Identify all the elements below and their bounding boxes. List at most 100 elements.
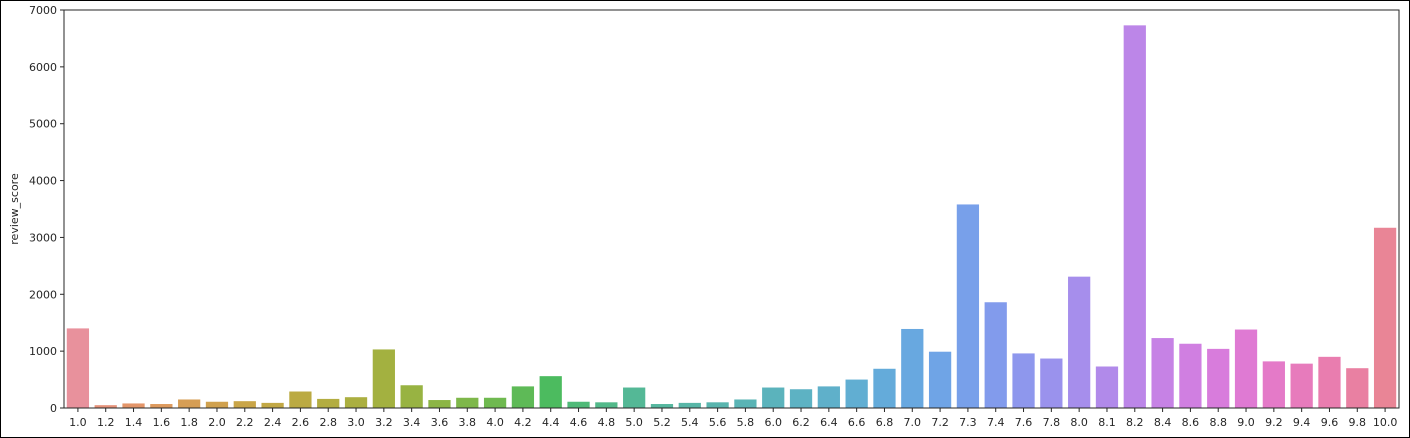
x-tick-label: 9.4 [1293, 416, 1311, 429]
bar-8.4 [1151, 338, 1174, 408]
y-tick-label: 2000 [29, 288, 57, 301]
bar-5.4 [678, 402, 701, 408]
bar-3.4 [400, 385, 423, 408]
y-axis: 0 1000 2000 3000 4000 5000 6000 7000 [29, 4, 64, 415]
bar-2.0 [205, 401, 229, 408]
bar-4.6 [567, 401, 590, 408]
x-tick-label: 1.2 [97, 416, 115, 429]
bar-2.6 [289, 391, 312, 408]
x-tick-label: 8.8 [1209, 416, 1227, 429]
y-tick-label: 6000 [29, 61, 57, 74]
x-tick-label: 8.6 [1182, 416, 1200, 429]
x-tick-label: 2.8 [319, 416, 337, 429]
y-tick-label: 0 [50, 402, 57, 415]
x-tick-label: 2.6 [292, 416, 310, 429]
x-tick-label: 9.8 [1349, 416, 1367, 429]
x-tick-label: 7.3 [959, 416, 977, 429]
bar-8.8 [1207, 348, 1230, 408]
bar-5.2 [650, 404, 674, 408]
bar-6.2 [789, 389, 813, 408]
x-tick-label: 5.6 [709, 416, 727, 429]
x-tick-label: 4.4 [542, 416, 560, 429]
bar-1.6 [150, 404, 173, 408]
x-tick-label: 9.0 [1237, 416, 1255, 429]
bar-8.6 [1179, 343, 1202, 408]
bar-5.0 [623, 387, 646, 408]
x-tick-label: 5.2 [653, 416, 671, 429]
x-tick-label: 7.8 [1043, 416, 1061, 429]
x-tick-label: 5.8 [737, 416, 755, 429]
bar-9.4 [1290, 363, 1313, 408]
bar-3.0 [344, 397, 368, 408]
x-tick-label: 7.4 [987, 416, 1005, 429]
y-axis-label: review_score [8, 173, 21, 245]
bars-group [66, 25, 1397, 408]
bar-3.2 [372, 349, 395, 408]
bar-5.8 [734, 399, 757, 408]
x-tick-label: 7.0 [904, 416, 922, 429]
bar-3.8 [456, 397, 479, 408]
bar-7.0 [901, 328, 924, 408]
bar-6.4 [817, 386, 840, 408]
x-tick-label: 7.2 [931, 416, 949, 429]
x-tick-label: 8.4 [1154, 416, 1172, 429]
bar-3.6 [428, 400, 451, 408]
bar-10.0 [1373, 227, 1397, 408]
x-tick-label: 1.4 [125, 416, 143, 429]
bar-8.1 [1095, 366, 1119, 408]
y-tick-label: 7000 [29, 4, 57, 17]
bar-8.2 [1123, 25, 1146, 408]
bar-4.2 [511, 386, 535, 408]
x-tick-label: 3.8 [459, 416, 477, 429]
x-tick-label: 9.6 [1321, 416, 1339, 429]
bar-7.2 [928, 351, 952, 408]
x-tick-label: 2.0 [208, 416, 226, 429]
plot-area-border [63, 9, 1400, 409]
x-tick-label: 8.0 [1070, 416, 1088, 429]
bar-4.4 [539, 376, 562, 408]
x-tick-label: 3.6 [431, 416, 449, 429]
y-tick-label: 4000 [29, 175, 57, 188]
x-tick-label: 1.0 [69, 416, 87, 429]
bar-4.0 [483, 397, 507, 408]
bar-9.2 [1262, 361, 1285, 408]
x-tick-label: 2.2 [236, 416, 254, 429]
x-tick-label: 5.4 [681, 416, 699, 429]
x-tick-label: 7.6 [1015, 416, 1033, 429]
x-tick-label: 6.8 [876, 416, 894, 429]
x-tick-label: 4.0 [486, 416, 504, 429]
bar-6.0 [762, 387, 785, 408]
bar-9.0 [1234, 329, 1258, 408]
y-tick-label: 1000 [29, 345, 57, 358]
bar-7.4 [984, 302, 1007, 408]
x-axis: 1.0 1.2 1.4 1.6 1.8 2.0 2.2 2.4 2.6 2.8 3.0 3.2 3.4 3… [69, 408, 1397, 429]
x-tick-label: 3.4 [403, 416, 421, 429]
x-tick-label: 1.6 [153, 416, 171, 429]
bar-1.8 [178, 399, 201, 408]
bar-6.6 [845, 379, 868, 408]
x-tick-label: 3.0 [347, 416, 365, 429]
x-tick-label: 9.2 [1265, 416, 1283, 429]
x-tick-label: 4.6 [570, 416, 588, 429]
x-tick-label: 6.0 [764, 416, 782, 429]
x-tick-label: 10.0 [1373, 416, 1398, 429]
x-tick-label: 8.2 [1126, 416, 1144, 429]
bar-8.0 [1068, 276, 1091, 408]
bar-9.6 [1318, 356, 1341, 408]
bar-2.2 [233, 401, 256, 408]
x-tick-label: 5.0 [625, 416, 643, 429]
bar-1.0 [66, 328, 90, 408]
y-tick-label: 3000 [29, 231, 57, 244]
x-tick-label: 3.2 [375, 416, 393, 429]
bar-1.2 [94, 405, 117, 408]
y-tick-label: 5000 [29, 118, 57, 131]
bar-7.8 [1040, 358, 1063, 408]
x-tick-label: 4.2 [514, 416, 532, 429]
x-tick-label: 6.4 [820, 416, 838, 429]
bar-5.6 [706, 402, 729, 408]
x-tick-label: 6.6 [848, 416, 866, 429]
bar-9.8 [1346, 368, 1369, 408]
x-tick-label: 1.8 [180, 416, 198, 429]
bar-2.4 [261, 402, 284, 408]
